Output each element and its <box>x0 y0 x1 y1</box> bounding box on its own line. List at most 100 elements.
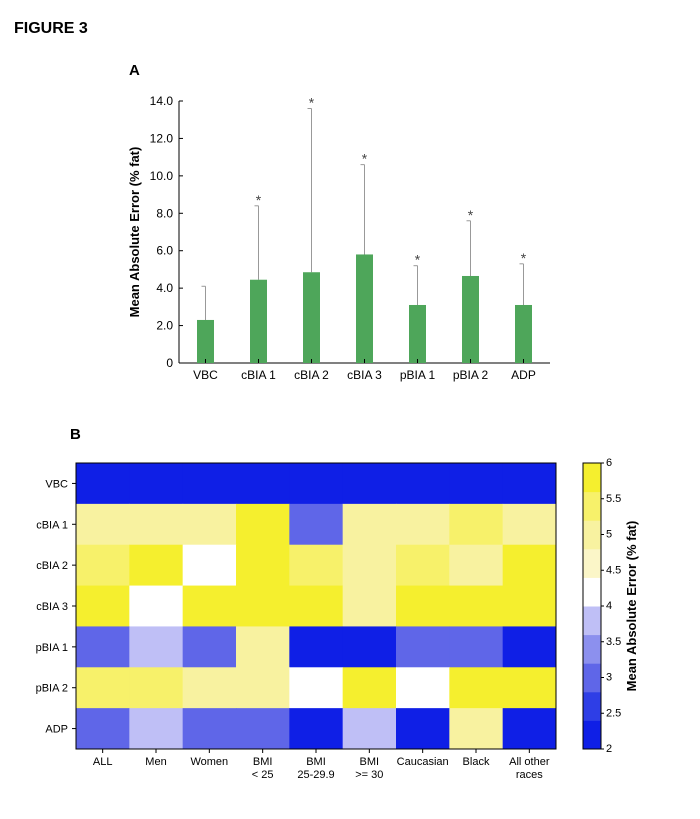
heatmap-cell <box>236 544 290 587</box>
column-label: Women <box>190 756 228 768</box>
y-tick-label: 14.0 <box>150 94 174 108</box>
y-tick-label: 0 <box>166 356 173 370</box>
heatmap-cell <box>449 585 504 627</box>
bar <box>462 275 479 363</box>
bar <box>303 272 320 363</box>
colorbar-tick-label: 2.5 <box>606 707 621 719</box>
heatmap-cell <box>236 585 290 627</box>
heatmap-cell <box>236 667 290 709</box>
significance-marker: * <box>468 207 474 223</box>
row-label: pBIA 1 <box>36 642 68 654</box>
row-label: cBIA 3 <box>36 601 68 613</box>
bar <box>409 304 426 363</box>
heatmap-cell <box>449 708 504 750</box>
y-axis-title: Mean Absolute Error (% fat) <box>127 147 142 318</box>
column-label: >= 30 <box>355 769 383 781</box>
row-label: VBC <box>45 478 68 490</box>
colorbar-segment <box>583 491 601 521</box>
row-label: cBIA 2 <box>36 560 68 572</box>
bar <box>250 279 267 363</box>
column-label: 25-29.9 <box>297 769 334 781</box>
heatmap-cell <box>396 544 450 587</box>
heatmap-cell <box>236 708 290 750</box>
heatmap-cell <box>76 463 130 505</box>
heatmap-cell <box>502 544 557 587</box>
row-label: pBIA 2 <box>36 683 68 695</box>
column-label: ALL <box>93 756 113 768</box>
heatmap-cell <box>502 667 557 709</box>
heatmap-cell <box>182 708 237 750</box>
heatmap-cell <box>182 544 237 587</box>
figure-title: FIGURE 3 <box>14 20 88 37</box>
panel-b-label: B <box>70 426 81 443</box>
heatmap-cell <box>342 544 397 587</box>
heatmap-cell <box>182 585 237 627</box>
heatmap-cell <box>396 667 450 709</box>
column-label: BMI <box>253 756 273 768</box>
significance-marker: * <box>521 250 527 266</box>
significance-marker: * <box>309 94 315 110</box>
heatmap-cell <box>76 503 130 546</box>
heatmap-cell <box>502 708 557 750</box>
x-tick-label: cBIA 3 <box>347 368 382 382</box>
heatmap-cell <box>342 708 397 750</box>
colorbar-tick-label: 5 <box>606 529 612 541</box>
column-label: Caucasian <box>397 756 449 768</box>
heatmap-cell <box>289 503 344 546</box>
heatmap-cell <box>502 503 557 546</box>
colorbar-title: Mean Absolute Error (% fat) <box>624 521 639 692</box>
heatmap-cell <box>76 708 130 750</box>
heatmap-cell <box>182 667 237 709</box>
colorbar-segment <box>583 606 601 636</box>
column-label: Men <box>145 756 166 768</box>
heatmap-cell <box>129 503 184 546</box>
y-tick-label: 6.0 <box>156 244 173 258</box>
colorbar-tick-label: 5.5 <box>606 493 621 505</box>
heatmap-cell <box>129 708 184 750</box>
heatmap-cell <box>236 626 290 668</box>
significance-marker: * <box>362 151 368 167</box>
heatmap-cell <box>289 667 344 709</box>
column-label: BMI <box>306 756 326 768</box>
colorbar-tick-label: 4 <box>606 600 612 612</box>
x-tick-label: ADP <box>511 368 536 382</box>
bar <box>197 319 214 363</box>
column-label: < 25 <box>252 769 274 781</box>
heatmap-cell <box>342 585 397 627</box>
colorbar-segment <box>583 691 601 721</box>
heatmap-cell <box>396 708 450 750</box>
heatmap-cell <box>129 626 184 668</box>
colorbar-segment <box>583 577 601 607</box>
heatmap-cell <box>449 667 504 709</box>
heatmap-cell <box>502 585 557 627</box>
heatmap-cell <box>289 708 344 750</box>
heatmap-cell <box>289 585 344 627</box>
heatmap-cell <box>182 463 237 505</box>
colorbar-tick-label: 6 <box>606 457 612 469</box>
heatmap-cell <box>342 503 397 546</box>
heatmap-cell <box>396 463 450 505</box>
heatmap-cell <box>449 463 504 505</box>
x-tick-label: pBIA 2 <box>453 368 489 382</box>
colorbar-segment <box>583 720 601 750</box>
heatmap-cell <box>342 463 397 505</box>
heatmap-cell <box>182 626 237 668</box>
heatmap-cell <box>396 585 450 627</box>
heatmap-cell <box>76 585 130 627</box>
y-tick-label: 4.0 <box>156 281 173 295</box>
heatmap-cell <box>396 503 450 546</box>
colorbar-segment <box>583 548 601 578</box>
y-tick-label: 12.0 <box>150 131 174 145</box>
heatmap-cell <box>449 626 504 668</box>
row-label: cBIA 1 <box>36 519 68 531</box>
y-tick-label: 10.0 <box>150 169 174 183</box>
heatmap-cell <box>289 626 344 668</box>
heatmap-cell <box>129 667 184 709</box>
heatmap-cell <box>76 667 130 709</box>
colorbar-segment <box>583 634 601 664</box>
panel-a-label: A <box>129 62 140 79</box>
bar <box>356 254 373 363</box>
heatmap-cell <box>396 626 450 668</box>
colorbar-tick-label: 3.5 <box>606 636 621 648</box>
